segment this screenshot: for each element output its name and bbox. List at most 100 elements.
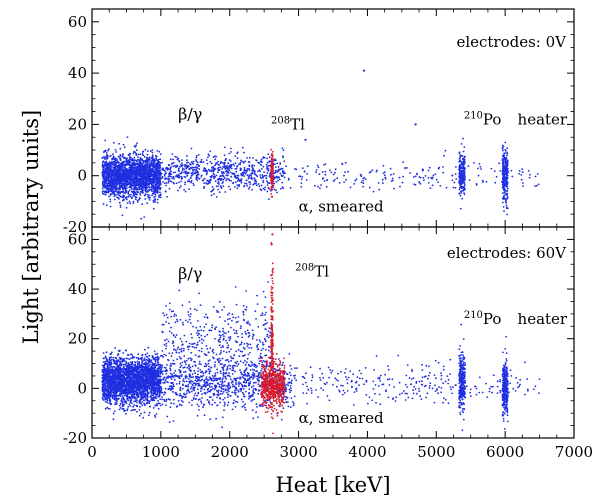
data-point: [245, 169, 248, 172]
data-point: [460, 170, 463, 173]
data-point: [139, 405, 141, 408]
data-point: [120, 397, 123, 400]
data-point: [156, 189, 159, 191]
data-point: [236, 180, 239, 182]
data-point: [287, 178, 290, 181]
data-point: [104, 171, 107, 174]
data-point: [459, 167, 462, 170]
data-point: [282, 149, 285, 152]
data-point: [215, 185, 218, 188]
data-point: [217, 188, 220, 191]
data-point: [220, 187, 223, 190]
data-point: [234, 168, 237, 170]
data-point: [186, 159, 188, 162]
data-point: [166, 196, 169, 198]
data-point: [129, 152, 131, 155]
data-point: [266, 172, 269, 174]
data-point: [260, 168, 263, 170]
data-point: [463, 160, 465, 162]
data-point: [142, 173, 145, 176]
data-point: [148, 194, 151, 197]
data-point: [370, 170, 372, 173]
data-point: [317, 166, 320, 169]
data-point: [289, 186, 292, 189]
data-point: [110, 163, 113, 166]
series-blue: [101, 69, 540, 220]
data-point: [148, 162, 151, 165]
data-point: [136, 410, 138, 413]
data-point: [117, 190, 120, 193]
data-point: [324, 163, 327, 166]
data-point: [202, 169, 205, 172]
data-point: [135, 163, 138, 166]
y-tick-label: 0: [77, 167, 87, 185]
data-point: [146, 193, 149, 196]
data-point: [371, 169, 374, 172]
data-point: [138, 159, 141, 162]
data-point: [103, 158, 106, 160]
data-point: [155, 157, 157, 160]
data-point: [146, 178, 149, 181]
data-point: [462, 171, 465, 174]
data-point: [463, 176, 465, 179]
data-point: [504, 167, 507, 170]
data-point: [271, 154, 274, 157]
data-point: [176, 158, 179, 161]
data-point: [101, 181, 104, 184]
data-point: [199, 160, 202, 163]
data-point: [504, 149, 507, 152]
data-point: [281, 181, 284, 184]
data-point: [501, 173, 504, 176]
data-point: [317, 185, 319, 188]
data-point: [506, 183, 509, 186]
data-point: [114, 149, 117, 151]
data-point: [122, 190, 124, 193]
data-point: [138, 175, 141, 178]
data-point: [103, 190, 106, 193]
data-point: [152, 161, 155, 164]
data-point: [262, 165, 265, 168]
data-point: [143, 348, 146, 351]
data-point: [412, 176, 415, 178]
data-point: [135, 178, 138, 181]
data-point: [151, 190, 153, 193]
data-point: [141, 189, 144, 192]
data-point: [119, 166, 121, 169]
data-point: [139, 194, 142, 196]
data-point: [204, 169, 206, 172]
data-point: [120, 183, 122, 185]
data-point: [117, 173, 119, 175]
data-point: [195, 177, 198, 179]
data-point: [186, 155, 188, 157]
data-point: [109, 200, 112, 203]
data-point: [101, 190, 104, 193]
data-point: [171, 177, 174, 180]
data-point: [235, 176, 238, 179]
data-point: [164, 190, 167, 193]
data-point: [212, 170, 215, 173]
data-point: [141, 153, 144, 155]
data-point: [431, 176, 434, 179]
data-point: [106, 362, 109, 365]
data-point: [189, 163, 192, 166]
data-point: [300, 185, 303, 188]
data-point: [281, 147, 284, 150]
data-point: [252, 183, 255, 186]
data-point: [202, 161, 205, 164]
data-point: [276, 162, 279, 165]
data-point: [239, 167, 242, 170]
data-point: [217, 178, 220, 180]
data-point: [257, 161, 260, 164]
data-point: [133, 180, 136, 183]
data-point: [502, 149, 504, 152]
data-point: [421, 169, 424, 172]
data-point: [391, 177, 394, 180]
data-point: [463, 146, 466, 149]
data-point: [461, 158, 464, 160]
data-point: [105, 190, 108, 193]
data-point: [534, 185, 536, 187]
data-point: [120, 179, 122, 181]
data-point: [458, 157, 461, 160]
data-point: [153, 180, 156, 183]
data-point: [429, 187, 432, 190]
